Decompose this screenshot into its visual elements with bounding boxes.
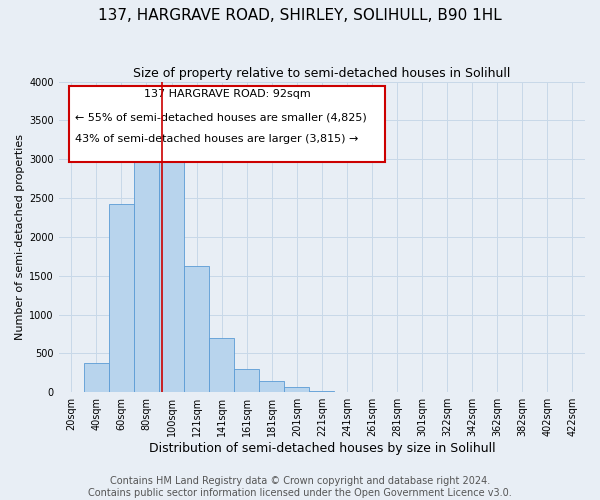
Y-axis label: Number of semi-detached properties: Number of semi-detached properties	[15, 134, 25, 340]
Bar	[209, 338, 234, 392]
Bar	[184, 266, 209, 392]
FancyBboxPatch shape	[70, 86, 385, 162]
Text: 137, HARGRAVE ROAD, SHIRLEY, SOLIHULL, B90 1HL: 137, HARGRAVE ROAD, SHIRLEY, SOLIHULL, B…	[98, 8, 502, 22]
X-axis label: Distribution of semi-detached houses by size in Solihull: Distribution of semi-detached houses by …	[149, 442, 495, 455]
Bar	[234, 369, 259, 392]
Text: 43% of semi-detached houses are larger (3,815) →: 43% of semi-detached houses are larger (…	[74, 134, 358, 144]
Bar	[84, 363, 109, 392]
Bar	[259, 382, 284, 392]
Bar	[109, 204, 134, 392]
Bar	[159, 148, 184, 392]
Text: ← 55% of semi-detached houses are smaller (4,825): ← 55% of semi-detached houses are smalle…	[74, 112, 367, 122]
Text: 137 HARGRAVE ROAD: 92sqm: 137 HARGRAVE ROAD: 92sqm	[144, 90, 311, 100]
Bar	[134, 148, 159, 392]
Title: Size of property relative to semi-detached houses in Solihull: Size of property relative to semi-detach…	[133, 68, 511, 80]
Bar	[284, 387, 310, 392]
Text: Contains HM Land Registry data © Crown copyright and database right 2024.
Contai: Contains HM Land Registry data © Crown c…	[88, 476, 512, 498]
